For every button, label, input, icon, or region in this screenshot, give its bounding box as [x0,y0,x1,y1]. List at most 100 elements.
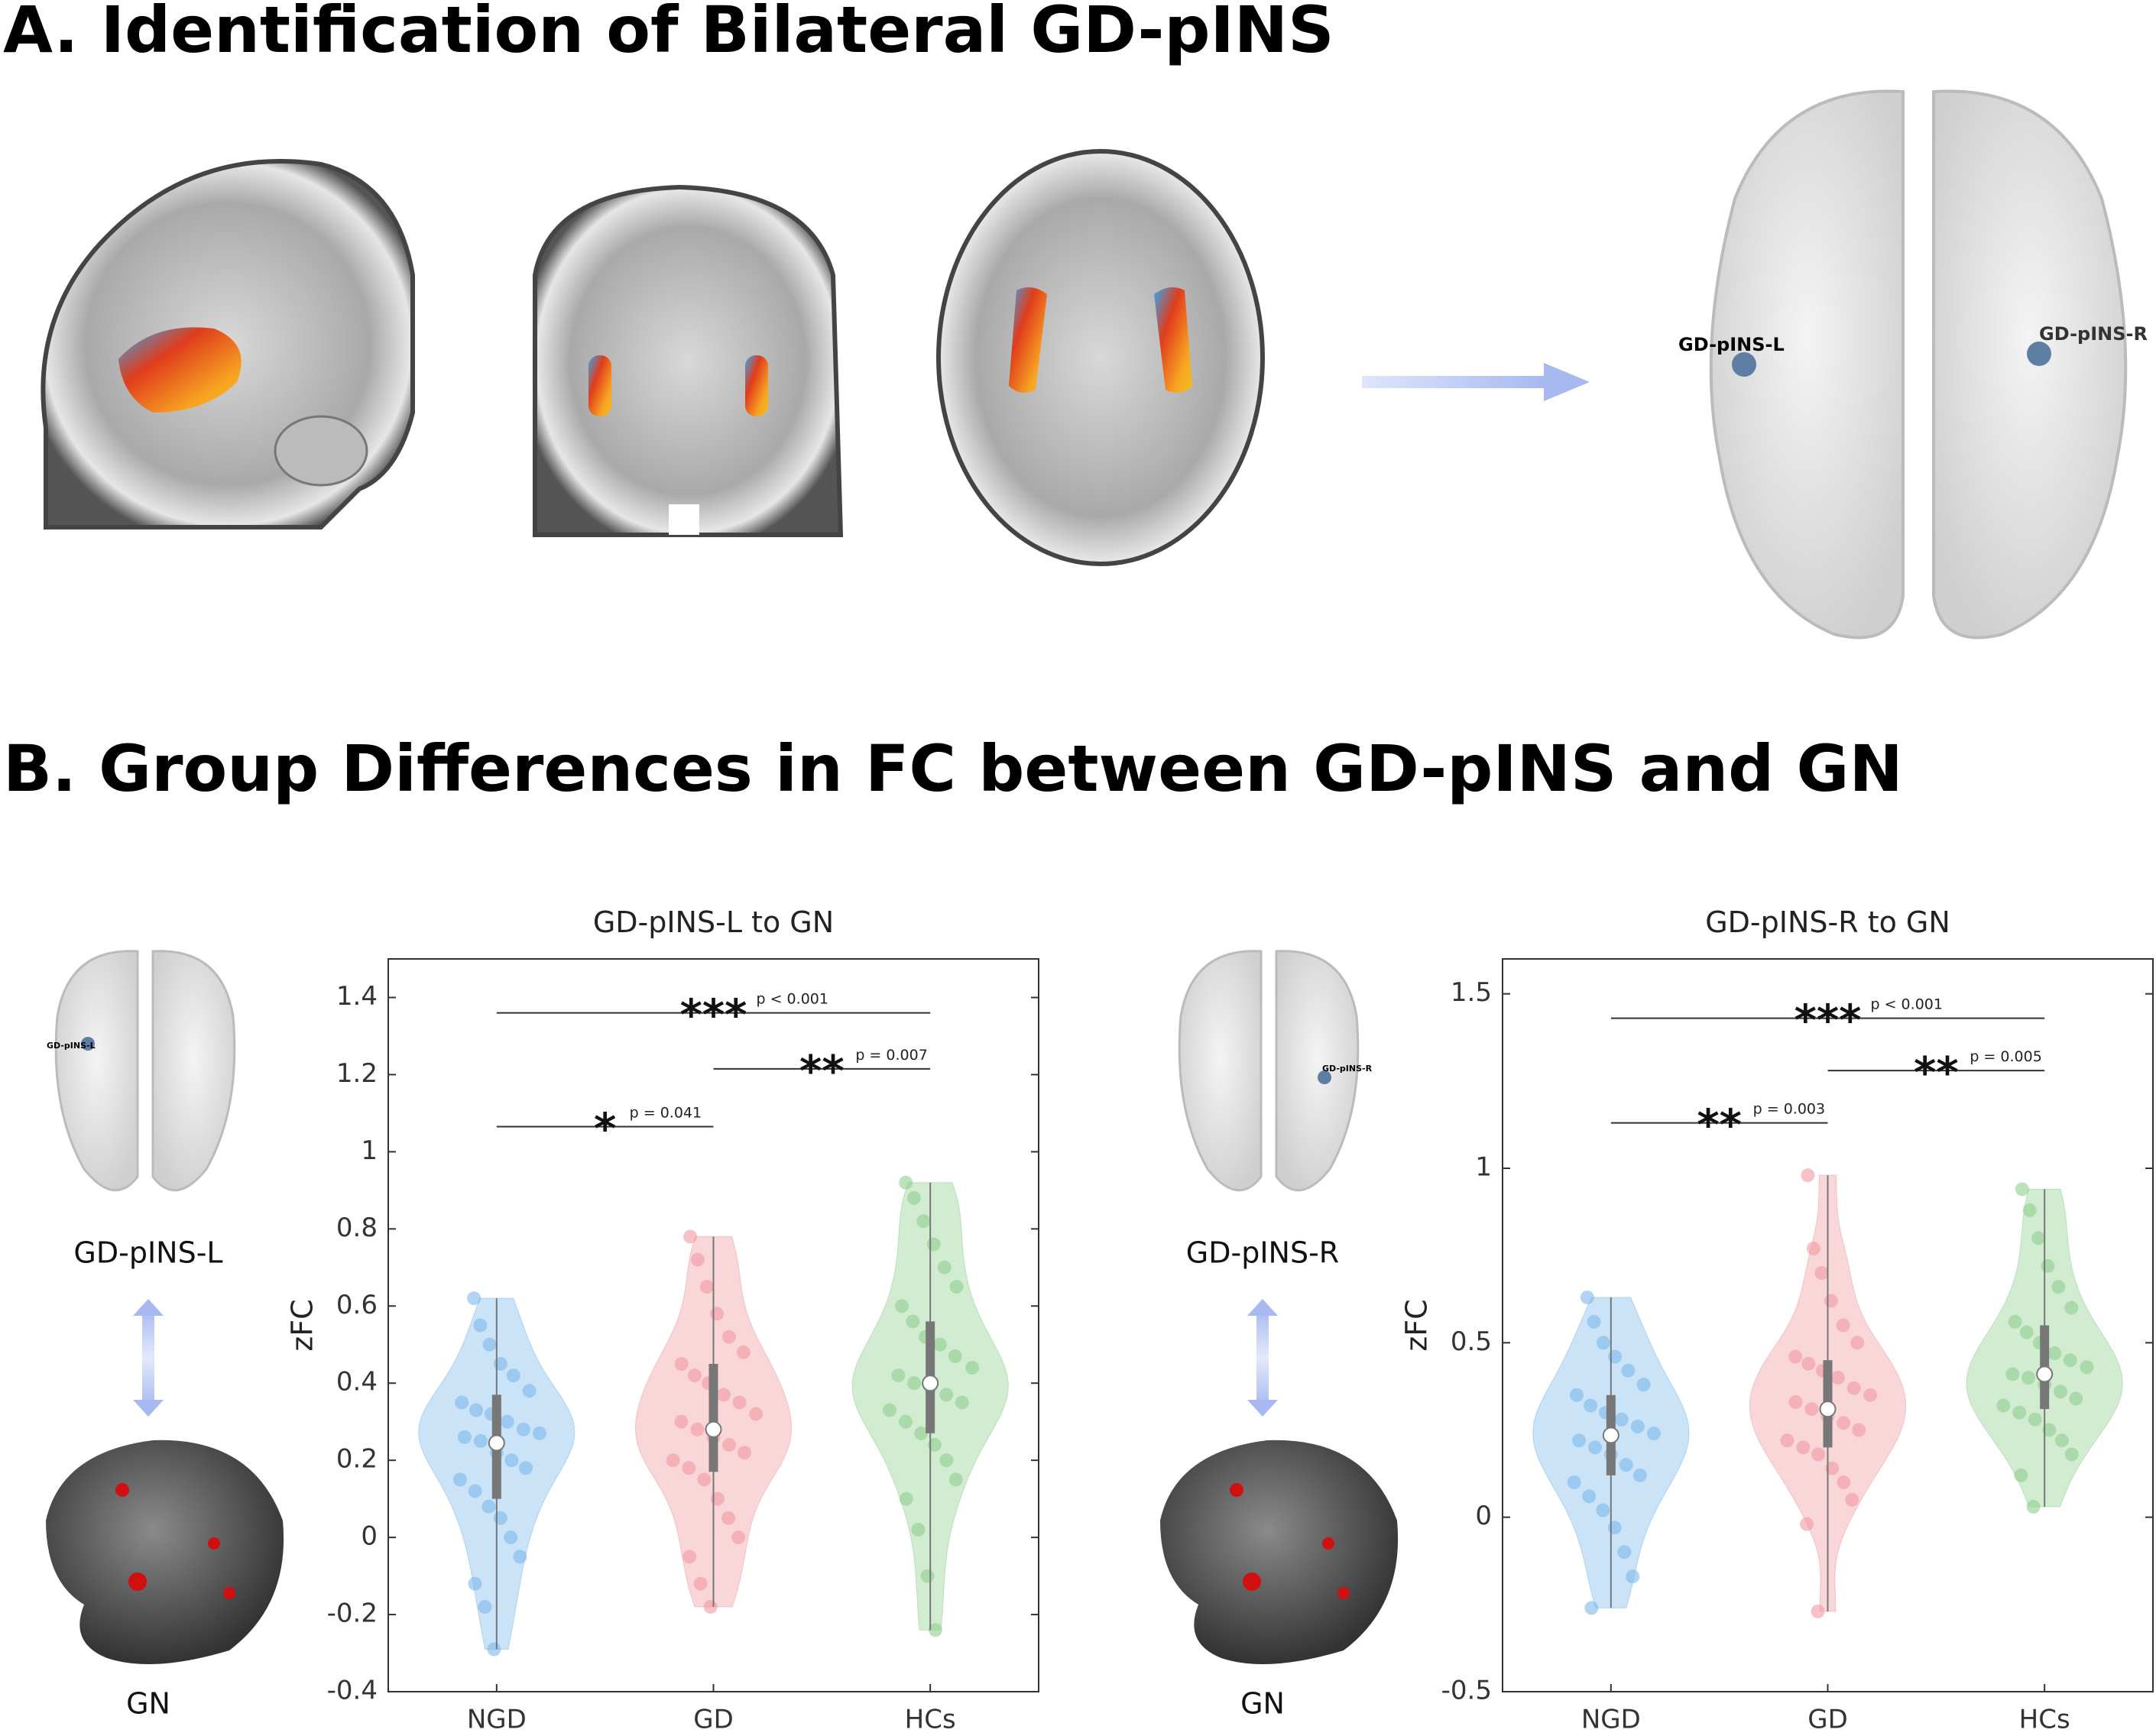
data-point [2054,1433,2069,1448]
data-point [1636,1378,1651,1392]
plot-frame [1502,958,2154,1692]
data-point [697,1472,712,1487]
y-tick-label: 1.4 [336,981,378,1012]
data-point [690,1422,705,1436]
target-label: GN [126,1687,170,1721]
seed-brain [1160,950,1399,1664]
data-point [1607,1521,1622,1535]
y-tick-label: 0 [1475,1501,1492,1531]
y-tick-label: 0 [361,1521,378,1552]
y-tick-label: 1 [1475,1152,1492,1183]
data-point [2042,1423,2057,1437]
y-tick-label: 0.6 [336,1290,378,1320]
data-point [1996,1398,2011,1413]
median [2036,1365,2054,1383]
seed-brain [46,950,284,1664]
x-tick-label: GD [693,1705,734,1735]
y-axis-label: zFC [1400,1299,1434,1351]
data-point [722,1437,737,1452]
data-point [949,1280,964,1294]
data-point [500,1414,514,1429]
data-point [1596,1336,1610,1350]
data-point [683,1229,698,1244]
plot-frame [387,958,1039,1692]
significance-stars: ** [1697,1101,1742,1151]
median [922,1375,939,1392]
data-point [1588,1440,1603,1455]
data-point [948,1472,963,1487]
data-point [467,1291,481,1306]
chart-title: GD-pINS-R to GN [1705,905,1950,939]
data-point [2028,1412,2042,1427]
data-point [914,1426,929,1440]
y-tick-label: 0.2 [336,1444,378,1475]
roi-label: GD-pINS-R [2039,323,2148,345]
data-point [1801,1168,1815,1183]
data-point [504,1530,518,1545]
data-point [469,1403,484,1417]
y-tick-label: 1.2 [336,1058,378,1089]
arrow [1362,363,1590,401]
data-point [2069,1391,2083,1406]
data-point [481,1499,496,1514]
median [705,1420,722,1438]
data-point [920,1569,935,1583]
data-point [455,1395,469,1410]
significance-stars: ** [1914,1048,1959,1098]
data-point [1626,1569,1640,1584]
y-tick-label: 0.8 [336,1213,378,1243]
data-point [932,1337,947,1352]
data-point [883,1403,897,1417]
data-point [699,1280,714,1294]
y-tick-label: -0.2 [327,1598,378,1629]
data-point [939,1388,954,1402]
data-point [1567,1475,1581,1489]
data-point [906,1190,921,1205]
data-point [738,1446,752,1460]
data-point [939,1453,954,1468]
data-point [666,1453,680,1468]
data-point [468,1484,482,1498]
data-point [506,1368,520,1383]
data-point [513,1550,527,1564]
data-point [899,1491,913,1506]
data-point [493,1356,507,1371]
data-point [522,1384,537,1398]
data-point [516,1422,530,1436]
data-point [482,1337,497,1352]
data-point [457,1430,472,1444]
data-point [928,1623,942,1637]
data-point [2064,1300,2079,1315]
panel-title: A. Identification of Bilateral GD-pINS [3,0,1334,67]
p-value: p = 0.003 [1753,1101,1825,1118]
data-point [1845,1492,1859,1507]
data-point [468,1576,482,1591]
data-point [493,1511,507,1525]
data-point [1796,1440,1811,1455]
y-tick-label: 1 [361,1135,378,1166]
data-point [532,1426,546,1440]
data-point [2021,1371,2036,1385]
data-point [955,1395,969,1410]
data-point [1614,1412,1629,1427]
data-point [2064,1447,2079,1462]
data-point [732,1395,747,1410]
data-point [1852,1423,1866,1437]
data-point [1621,1363,1636,1378]
p-value: p = 0.007 [855,1047,927,1064]
panel-title: B. Group Differences in FC between GD-pI… [3,731,1903,806]
data-point [926,1237,941,1252]
y-tick-label: 0.5 [1451,1326,1492,1357]
data-point [1608,1349,1623,1364]
data-point [1584,1398,1598,1413]
seed-label: GD-pINS-L [73,1236,222,1270]
data-point [891,1368,906,1383]
data-point [2019,1325,2034,1339]
data-point [473,1318,488,1333]
median [488,1434,505,1452]
data-point [1836,1318,1850,1333]
coronal-slice [533,184,844,537]
x-tick-label: HCs [2019,1705,2070,1735]
data-point [899,1175,913,1190]
sagittal-slice [41,158,415,530]
